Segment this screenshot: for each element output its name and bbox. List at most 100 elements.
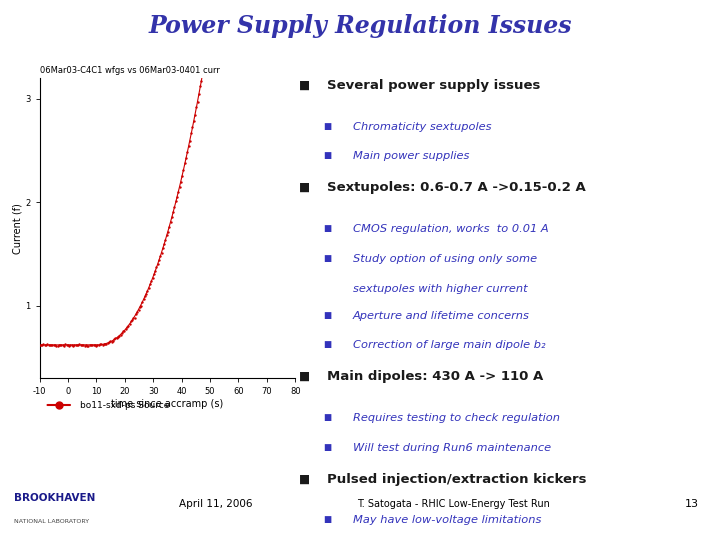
Point [186, 129, 197, 138]
Point [183, 142, 194, 151]
Point [193, 90, 204, 98]
Point [37, 340, 49, 348]
Point [153, 256, 165, 265]
Point [158, 240, 170, 248]
Point [48, 341, 60, 349]
Point [55, 341, 66, 350]
Point [96, 340, 107, 349]
Point [126, 316, 138, 325]
Point [168, 208, 179, 217]
Point [132, 305, 144, 314]
Point [198, 62, 210, 70]
Text: ■: ■ [323, 310, 331, 320]
Point [96, 341, 108, 349]
Point [42, 340, 54, 349]
Text: ■: ■ [323, 413, 331, 422]
Point [173, 187, 184, 196]
Point [93, 341, 104, 349]
Point [52, 341, 63, 350]
Point [120, 324, 132, 333]
Point [179, 159, 191, 167]
Point [188, 117, 199, 125]
Text: 13: 13 [685, 500, 698, 509]
Point [176, 171, 188, 180]
Text: ■: ■ [323, 516, 331, 524]
Point [196, 77, 207, 85]
Text: ■: ■ [323, 443, 331, 452]
Point [68, 340, 80, 349]
Point [71, 341, 83, 349]
Text: Aperture and lifetime concerns: Aperture and lifetime concerns [353, 310, 529, 321]
Point [111, 334, 122, 342]
Point [191, 103, 202, 112]
Point [132, 307, 143, 316]
Point [102, 339, 114, 347]
Text: ■: ■ [323, 224, 331, 233]
Text: May have low-voltage limitations: May have low-voltage limitations [353, 516, 541, 525]
Point [37, 340, 48, 349]
Text: Power Supply Regulation Issues: Power Supply Regulation Issues [148, 14, 572, 37]
Point [119, 326, 130, 335]
Point [138, 295, 149, 303]
Y-axis label: Current (f): Current (f) [12, 202, 22, 254]
Point [134, 303, 145, 312]
Point [168, 202, 180, 211]
Point [108, 335, 120, 344]
Point [178, 166, 189, 174]
Point [163, 222, 175, 231]
Point [67, 341, 78, 350]
Text: ■: ■ [300, 79, 310, 92]
Point [88, 341, 99, 349]
Point [73, 341, 84, 349]
Point [44, 341, 55, 349]
X-axis label: time since accramp (s): time since accramp (s) [112, 399, 223, 409]
Point [107, 336, 119, 345]
Point [117, 327, 129, 335]
Point [121, 323, 132, 332]
Point [127, 313, 139, 322]
Point [160, 235, 171, 244]
Text: sextupoles with higher current: sextupoles with higher current [353, 284, 527, 294]
Point [80, 341, 91, 349]
Text: Sextupoles: 0.6-0.7 A ->0.15-0.2 A: Sextupoles: 0.6-0.7 A ->0.15-0.2 A [327, 181, 586, 194]
Point [181, 148, 193, 157]
Point [157, 244, 168, 252]
Point [103, 338, 114, 346]
Point [84, 341, 96, 349]
Point [42, 340, 53, 348]
Point [161, 231, 173, 240]
Point [203, 32, 215, 40]
Point [76, 341, 88, 350]
Point [83, 341, 94, 350]
Point [49, 341, 60, 349]
Point [129, 313, 140, 322]
Point [156, 248, 167, 257]
Point [175, 178, 186, 186]
Point [106, 338, 117, 346]
Text: Chromaticity sextupoles: Chromaticity sextupoles [353, 122, 491, 132]
Point [122, 322, 134, 330]
Point [142, 287, 153, 295]
Text: Study option of using only some: Study option of using only some [353, 254, 536, 264]
Point [45, 340, 57, 349]
Point [116, 328, 127, 337]
Point [155, 252, 166, 261]
Point [125, 317, 137, 326]
Point [166, 213, 178, 222]
Text: Main power supplies: Main power supplies [353, 152, 469, 161]
Point [89, 341, 101, 349]
Text: Pulsed injection/extraction kickers: Pulsed injection/extraction kickers [327, 472, 587, 485]
Point [78, 341, 90, 350]
Text: 06Mar03-C4C1 wfgs vs 06Mar03-0401 curr: 06Mar03-C4C1 wfgs vs 06Mar03-0401 curr [40, 66, 220, 75]
Point [73, 340, 85, 348]
Point [90, 341, 102, 350]
Point [99, 340, 111, 348]
Point [152, 260, 163, 268]
Point [170, 197, 181, 206]
Point [135, 301, 147, 310]
Text: bo11-sxd-ps Source: bo11-sxd-ps Source [81, 401, 170, 409]
Point [39, 341, 50, 349]
Point [140, 289, 152, 298]
Point [148, 270, 160, 279]
Point [86, 341, 98, 349]
